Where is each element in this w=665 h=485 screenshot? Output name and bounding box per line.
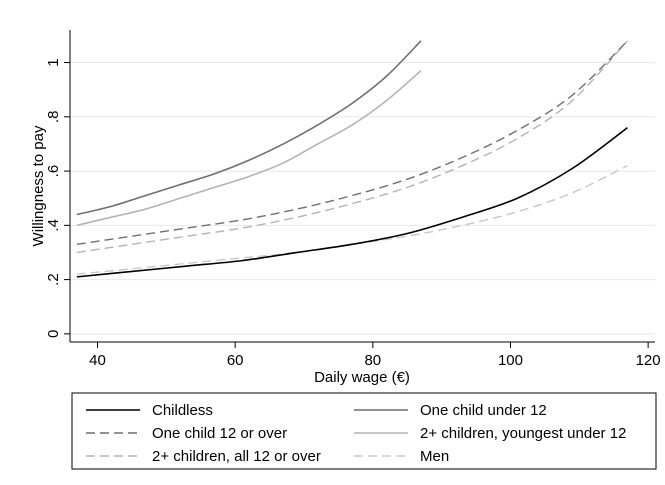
x-tick-label: 120 (636, 352, 661, 369)
x-axis-title: Daily wage (€) (314, 369, 410, 386)
gridlines (70, 62, 655, 335)
series-line-one-child-under-12 (76, 40, 422, 216)
series-line-men (76, 165, 628, 275)
legend-label: 2+ children, youngest under 12 (420, 425, 626, 442)
y-tick-label: 1 (45, 58, 62, 66)
legend-label: Men (420, 448, 449, 465)
x-tick-label: 80 (364, 352, 381, 369)
legend-box (71, 392, 657, 470)
legend-label: Childless (152, 402, 213, 419)
x-tick-label: 100 (498, 352, 523, 369)
y-tick-label: .6 (45, 165, 62, 178)
legend-label: One child under 12 (420, 402, 547, 419)
y-tick-label: .4 (45, 219, 62, 232)
series-lines (76, 40, 628, 278)
y-axis-title: Willingness to pay (30, 125, 47, 246)
series-line-2-children-all-12-or-over (76, 40, 628, 254)
axes (69, 30, 655, 343)
x-tick-label: 40 (89, 352, 106, 369)
y-tick-label: 0 (45, 330, 62, 338)
legend-label: 2+ children, all 12 or over (152, 448, 321, 465)
series-line-childless (76, 127, 628, 278)
x-ticks: 40 60 80 100 120 (89, 342, 661, 369)
x-tick-label: 60 (227, 352, 244, 369)
series-line-2-children-youngest-under-12 (76, 70, 422, 227)
y-tick-label: .2 (45, 273, 62, 286)
legend-label: One child 12 or over (152, 425, 287, 442)
legend: Childless One child under 12 One child 12 … (71, 392, 657, 470)
y-tick-label: .8 (45, 111, 62, 124)
y-ticks: 0 .2 .4 .6 .8 1 (45, 58, 70, 338)
